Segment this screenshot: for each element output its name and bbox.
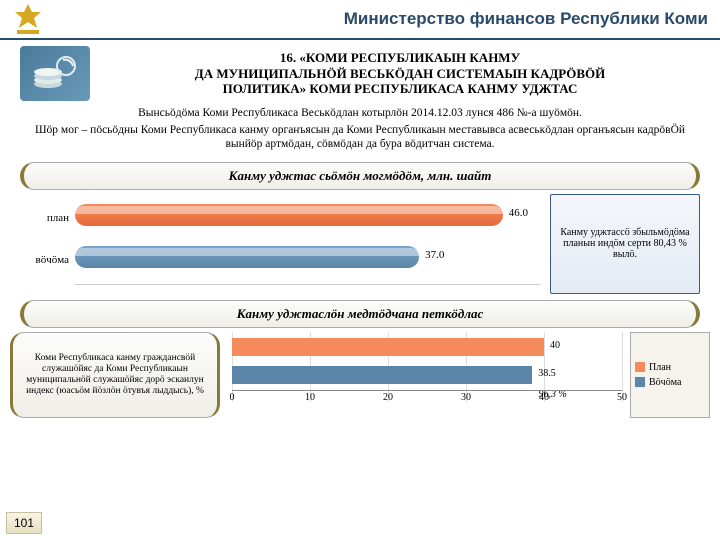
xtick: 10 [305,392,315,403]
bar2-plan [232,338,544,356]
header-title: Министерство финансов Республики Коми [48,9,720,29]
xtick: 30 [461,392,471,403]
chart-2-xaxis: 01020304050 [232,390,622,406]
bar2-track: 38.5 [232,366,622,384]
legend-text-done: Вӧчӧма [649,377,681,388]
coins-icon [20,46,90,101]
section-band-1: Канму уджтас сьӧмӧн могмӧдӧм, млн. шайт [20,162,700,190]
chart-1-note: Канму уджтассӧ збыльмӧдӧма планын индӧм … [550,194,700,294]
bar2-done [232,366,532,384]
bar-track: 46.0 [75,204,540,232]
title-block: 16. «КОМИ РЕСПУБЛИКАЫН КАНМУ ДА МУНИЦИПА… [0,40,720,105]
chart-2-container: Коми Республикаса канму граждансвӧй служ… [10,332,710,418]
emblem-icon [8,0,48,39]
legend-swatch-done [635,377,645,387]
title-line-1: 16. «КОМИ РЕСПУБЛИКАЫН КАНМУ [100,50,700,66]
bar-plan [75,204,503,226]
approval-text: Вынсьӧдӧма Коми Республикаса Веськӧдлан … [0,105,720,121]
chart-1-axis [75,284,540,285]
bar2-value-plan: 40 [550,340,560,351]
bar-label-done: вӧчӧма [20,254,75,266]
title-line-2: ДА МУНИЦИПАЛЬНӦЙ ВЕСЬКӦДАН СИСТЕМАЫН КАД… [100,66,700,82]
title-line-3: ПОЛИТИКА» КОМИ РЕСПУБЛИКАСА КАНМУ УДЖТАС [100,81,700,97]
header: Министерство финансов Республики Коми [0,0,720,40]
xtick: 0 [230,392,235,403]
main-title: 16. «КОМИ РЕСПУБЛИКАЫН КАНМУ ДА МУНИЦИПА… [100,50,700,97]
chart-2-legend: План Вӧчӧма [630,332,710,418]
legend-item-plan: План [635,362,705,373]
bar-done [75,246,419,268]
chart-1: план 46.0 вӧчӧма 37.0 [20,194,540,294]
chart-2: 40 38.5 96,3 % 01020304050 [228,332,622,418]
bar-row-plan: план 46.0 [20,200,540,236]
chart-1-container: план 46.0 вӧчӧма 37.0 Канму уджтассӧ збы… [20,194,700,294]
legend-item-done: Вӧчӧма [635,377,705,388]
bar2-track: 40 [232,338,622,356]
legend-swatch-plan [635,362,645,372]
bar2-value-done: 38.5 [538,368,556,379]
xtick: 20 [383,392,393,403]
legend-text-plan: План [649,362,671,373]
bar-track: 37.0 [75,246,540,274]
description-text: Шӧр мог – пӧсьӧдны Коми Республикаса кан… [0,121,720,158]
page-number: 101 [6,512,42,534]
chart-2-description: Коми Республикаса канму граждансвӧй служ… [10,332,220,418]
xtick: 50 [617,392,627,403]
bar-value-plan: 46.0 [509,207,528,219]
bar-label-plan: план [20,212,75,224]
bar-value-done: 37.0 [425,249,444,261]
section-band-2: Канму уджтаслӧн медтӧдчана петкӧдлас [20,300,700,328]
bar-row-done: вӧчӧма 37.0 [20,242,540,278]
xtick: 40 [539,392,549,403]
